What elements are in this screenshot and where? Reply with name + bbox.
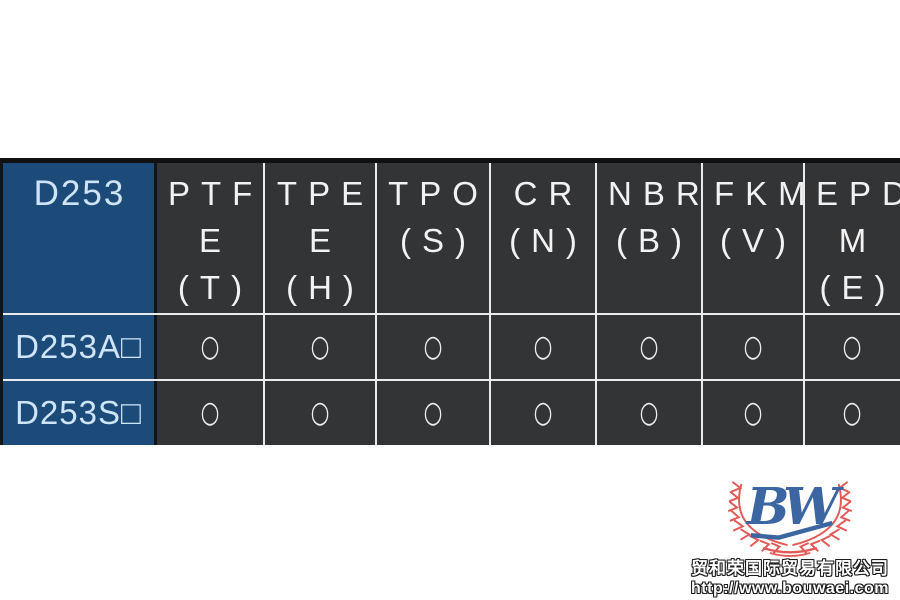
- table-cell: ○: [265, 315, 377, 379]
- compat-circle-mark: ○: [200, 329, 220, 364]
- table-cell: ○: [703, 381, 805, 445]
- compat-circle-mark: ○: [843, 395, 862, 430]
- table-cell: ○: [377, 315, 491, 379]
- compat-circle-mark: ○: [743, 395, 763, 430]
- row-label: D253A□: [3, 315, 157, 379]
- laurel-wreath-icon: [728, 481, 852, 557]
- compat-circle-mark: ○: [843, 329, 862, 364]
- compat-circle-mark: ○: [639, 329, 659, 364]
- row-label: D253S□: [3, 381, 157, 445]
- table-cell: ○: [805, 381, 900, 445]
- compat-circle-mark: ○: [533, 329, 553, 364]
- column-header-nbr: NBR (B): [597, 163, 703, 313]
- table-cell: ○: [703, 315, 805, 379]
- compat-circle-mark: ○: [743, 329, 763, 364]
- table-header-row: D253 PTF E (T) TPE E (H) TPO (S) CR (N) …: [3, 163, 900, 313]
- table-cell: ○: [377, 381, 491, 445]
- compatibility-table: D253 PTF E (T) TPE E (H) TPO (S) CR (N) …: [0, 158, 900, 445]
- column-header-epdm: EPD M (E): [805, 163, 900, 313]
- compat-circle-mark: ○: [423, 329, 443, 364]
- compat-circle-mark: ○: [310, 329, 330, 364]
- compat-circle-mark: ○: [639, 395, 659, 430]
- table-cell: ○: [157, 315, 265, 379]
- compat-circle-mark: ○: [200, 395, 220, 430]
- column-header-tpee: TPE E (H): [265, 163, 377, 313]
- table-cell: ○: [491, 315, 597, 379]
- company-logo: BW 贸和荣国际贸易有限公司 http://www.bouwaei.com: [684, 462, 896, 598]
- table-row-d253a: D253A□ ○ ○ ○ ○ ○ ○ ○: [3, 313, 900, 379]
- product-header-cell: D253: [3, 163, 157, 313]
- column-header-fkm: FKM (V): [703, 163, 805, 313]
- bw-logo-emblem: BW: [728, 477, 852, 557]
- logo-underline: [750, 520, 833, 540]
- table-cell: ○: [597, 315, 703, 379]
- compat-circle-mark: ○: [533, 395, 553, 430]
- company-url: http://www.bouwaei.com: [691, 580, 889, 597]
- table-cell: ○: [597, 381, 703, 445]
- table-cell: ○: [491, 381, 597, 445]
- column-header-tpo: TPO (S): [377, 163, 491, 313]
- table-row-d253s: D253S□ ○ ○ ○ ○ ○ ○ ○: [3, 379, 900, 445]
- table-cell: ○: [265, 381, 377, 445]
- compat-circle-mark: ○: [423, 395, 443, 430]
- table-cell: ○: [805, 315, 900, 379]
- compat-circle-mark: ○: [310, 395, 330, 430]
- table-cell: ○: [157, 381, 265, 445]
- company-name: 贸和荣国际贸易有限公司: [691, 559, 889, 578]
- logo-monogram: BW: [745, 477, 844, 536]
- column-header-ptfe: PTF E (T): [157, 163, 265, 313]
- column-header-cr: CR (N): [491, 163, 597, 313]
